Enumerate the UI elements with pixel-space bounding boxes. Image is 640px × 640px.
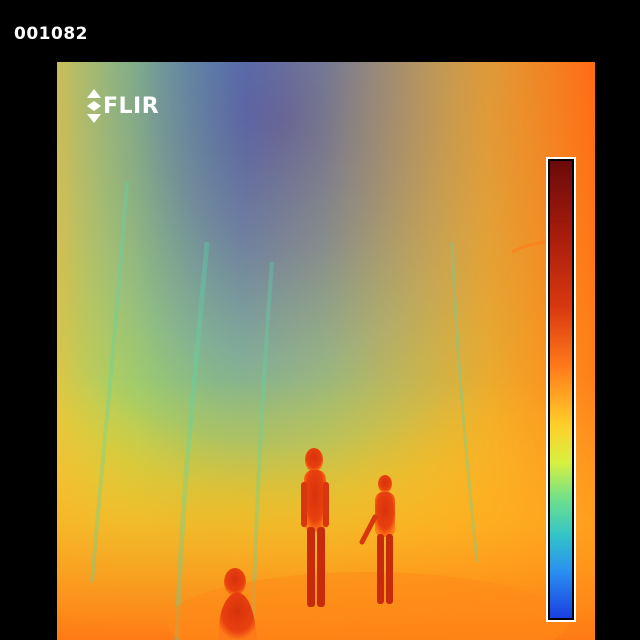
person-adult xyxy=(301,448,329,607)
thermal-scene xyxy=(57,62,595,640)
thermal-image: FLIR xyxy=(57,62,595,640)
flir-logo-icon xyxy=(87,89,101,123)
flir-logo: FLIR xyxy=(87,89,159,123)
person-crouching xyxy=(218,568,257,640)
frame-counter: 001082 xyxy=(14,24,88,44)
person-child xyxy=(359,475,395,604)
flir-logo-text: FLIR xyxy=(103,93,160,119)
temperature-color-scale xyxy=(546,157,576,622)
